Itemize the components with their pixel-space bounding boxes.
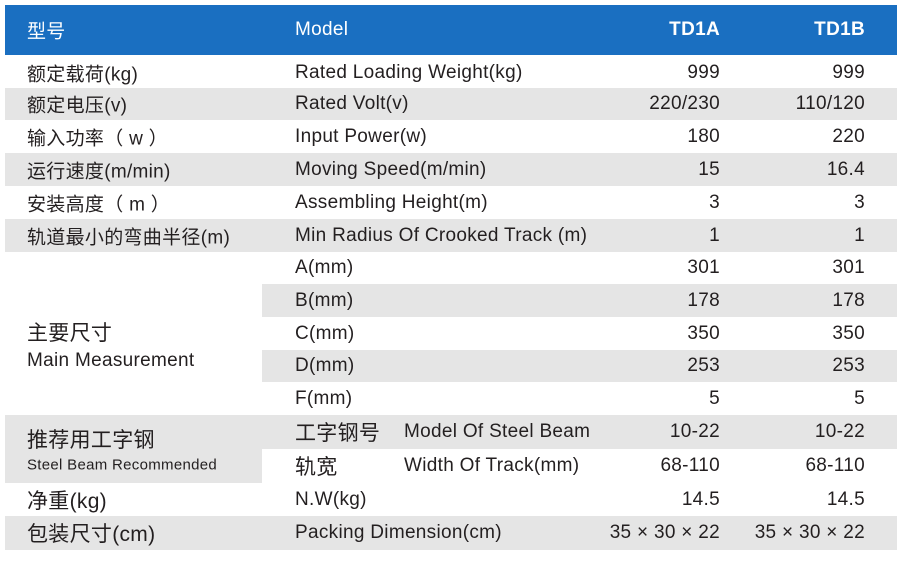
value: 68-110 bbox=[805, 455, 865, 476]
value: 180 bbox=[687, 125, 720, 147]
value: 16.4 bbox=[826, 158, 865, 180]
label-en: Moving Speed(m/min) bbox=[295, 158, 487, 180]
label-cn: 包装尺寸(cm) bbox=[27, 523, 156, 546]
value: 1 bbox=[854, 224, 865, 246]
label-cn: 安装高度（ m ） bbox=[27, 194, 171, 215]
value: 3 bbox=[854, 191, 865, 213]
row-bg bbox=[5, 219, 897, 252]
label-en: B(mm) bbox=[295, 289, 354, 311]
value: 178 bbox=[687, 289, 720, 311]
row-bg bbox=[262, 284, 897, 317]
label-en: Rated Volt(v) bbox=[295, 93, 409, 114]
label-en: Assembling Height(m) bbox=[295, 191, 488, 213]
label-en: Width Of Track(mm) bbox=[404, 455, 580, 476]
value: 10-22 bbox=[669, 421, 720, 442]
label-en: Packing Dimension(cm) bbox=[295, 522, 502, 543]
row-bg bbox=[5, 88, 897, 120]
value: 350 bbox=[687, 322, 720, 344]
value: 3 bbox=[709, 191, 720, 213]
value: 10-22 bbox=[814, 421, 865, 442]
label-cn: 输入功率（ w ） bbox=[27, 128, 168, 149]
model-name: TD1A bbox=[669, 19, 720, 40]
label-cn: 额定载荷(kg) bbox=[27, 64, 139, 85]
value: 35 × 30 × 22 bbox=[754, 522, 865, 543]
value: 35 × 30 × 22 bbox=[609, 522, 720, 543]
value: 14.5 bbox=[681, 488, 720, 510]
label-en: N.W(kg) bbox=[295, 488, 367, 510]
group-label-en: Steel Beam Recommended bbox=[27, 456, 218, 474]
label-en: F(mm) bbox=[295, 387, 353, 409]
row-bg bbox=[5, 415, 897, 449]
value: 301 bbox=[832, 257, 865, 278]
label-en: Rated Loading Weight(kg) bbox=[295, 61, 523, 83]
value: 220 bbox=[832, 125, 865, 147]
value: 220/230 bbox=[649, 93, 720, 114]
label-en: D(mm) bbox=[295, 355, 355, 376]
value: 253 bbox=[832, 355, 865, 376]
value: 350 bbox=[832, 322, 865, 344]
model-name: TD1B bbox=[814, 19, 865, 40]
label-cn: 净重(kg) bbox=[27, 489, 107, 513]
label-en: Min Radius Of Crooked Track (m) bbox=[295, 224, 588, 246]
label-en: Model Of Steel Beam bbox=[404, 421, 591, 442]
label-en: Input Power(w) bbox=[295, 125, 427, 147]
group-label-en: Main Measurement bbox=[27, 350, 195, 371]
value: 5 bbox=[709, 387, 720, 409]
label-cn: 轨道最小的弯曲半径(m) bbox=[27, 227, 231, 248]
label-cn: 额定电压(v) bbox=[27, 95, 128, 117]
label-cn: 工字钢号 bbox=[295, 422, 381, 445]
label-cn: 运行速度(m/min) bbox=[27, 161, 171, 182]
header-label: Model bbox=[295, 19, 349, 40]
value: 301 bbox=[687, 257, 720, 278]
value: 14.5 bbox=[826, 488, 865, 510]
label-en: A(mm) bbox=[295, 257, 354, 278]
label-cn: 轨宽 bbox=[295, 456, 338, 479]
value: 15 bbox=[698, 158, 720, 180]
row-bg bbox=[262, 350, 897, 382]
value: 110/120 bbox=[795, 93, 865, 114]
value: 68-110 bbox=[660, 455, 720, 476]
row-bg bbox=[5, 516, 897, 550]
header-bar bbox=[5, 5, 897, 55]
group-bg bbox=[5, 449, 262, 483]
label-en: C(mm) bbox=[295, 322, 355, 344]
group-label-cn: 推荐用工字钢 bbox=[27, 429, 155, 452]
row-bg bbox=[5, 153, 897, 186]
value: 5 bbox=[854, 387, 865, 409]
value: 999 bbox=[687, 61, 720, 83]
value: 1 bbox=[709, 224, 720, 246]
value: 253 bbox=[687, 355, 720, 376]
header-label: 型号 bbox=[27, 21, 66, 43]
value: 999 bbox=[832, 61, 865, 83]
value: 178 bbox=[832, 289, 865, 311]
group-label-cn: 主要尺寸 bbox=[27, 322, 113, 345]
